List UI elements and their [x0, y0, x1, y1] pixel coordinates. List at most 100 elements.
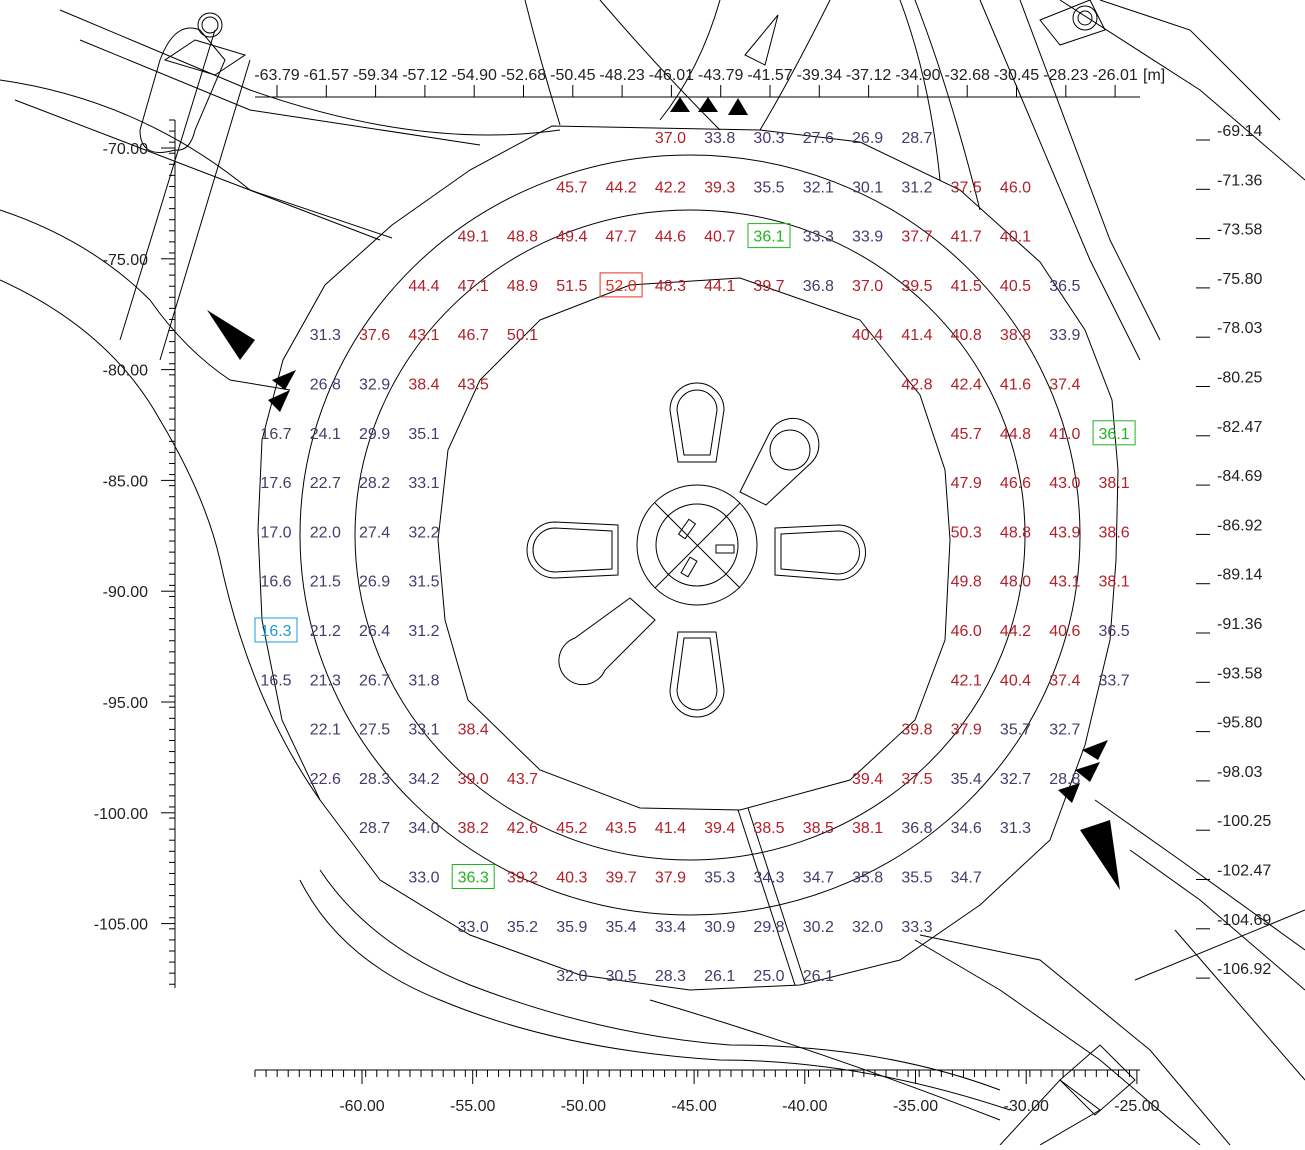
grid-value: 46.0 [1000, 179, 1031, 196]
grid-value: 32.2 [408, 524, 439, 541]
grid-value: 49.8 [951, 574, 982, 591]
roundabout-outer-edge [257, 125, 1119, 991]
minimum-value: 16.3 [260, 623, 291, 640]
grid-value: 35.4 [606, 919, 637, 936]
grid-value: 48.9 [507, 278, 538, 295]
grid-value: 48.8 [507, 229, 538, 246]
grid-value: 26.4 [359, 623, 390, 640]
grid-value: 30.2 [803, 919, 834, 936]
marked-value: 36.1 [1099, 426, 1130, 443]
left-axis-label: -85.00 [103, 473, 148, 490]
right-axis-label: -84.69 [1217, 468, 1262, 485]
grid-value: 28.3 [359, 771, 390, 788]
bottom-axis-label: -40.00 [782, 1098, 827, 1115]
island-petal-top [669, 382, 725, 463]
grid-value: 32.7 [1049, 722, 1080, 739]
grid-value: 48.8 [1000, 524, 1031, 541]
grid-value: 31.3 [1000, 820, 1031, 837]
grid-value: 34.3 [753, 870, 784, 887]
right-axis-label: -71.36 [1217, 172, 1262, 189]
grid-value: 36.5 [1049, 278, 1080, 295]
grid-value: 34.0 [408, 820, 439, 837]
top-axis-label: -37.12 [846, 67, 891, 84]
grid-value: 41.7 [951, 229, 982, 246]
grid-value: 39.0 [458, 771, 489, 788]
grid-value: 43.9 [1049, 524, 1080, 541]
grid-value: 40.6 [1049, 623, 1080, 640]
right-axis-label: -80.25 [1217, 370, 1262, 387]
grid-value: 35.2 [507, 919, 538, 936]
grid-value: 35.5 [901, 870, 932, 887]
grid-value: 45.7 [951, 426, 982, 443]
grid-value: 44.6 [655, 229, 686, 246]
grid-value: 38.1 [1099, 574, 1130, 591]
lane-ring-middle [354, 209, 1026, 861]
top-axis-label: -63.79 [254, 67, 299, 84]
grid-value: 41.5 [951, 278, 982, 295]
grid-value: 36.8 [901, 820, 932, 837]
grid-value: 34.2 [408, 771, 439, 788]
grid-value: 26.1 [704, 968, 735, 985]
left-axis-label: -100.00 [94, 806, 148, 823]
grid-value: 28.2 [359, 475, 390, 492]
grid-value: 27.6 [803, 130, 834, 147]
top-axis-unit: [m] [1143, 67, 1165, 84]
grid-value: 43.5 [458, 377, 489, 394]
right-axis-label: -89.14 [1217, 567, 1262, 584]
grid-value: 34.7 [951, 870, 982, 887]
grid-value: 33.3 [803, 229, 834, 246]
grid-value: 28.3 [655, 968, 686, 985]
grid-value: 45.2 [556, 820, 587, 837]
grid-value: 31.2 [408, 623, 439, 640]
grid-value: 32.7 [1000, 771, 1031, 788]
grid-value: 43.1 [1049, 574, 1080, 591]
grid-value: 39.7 [753, 278, 784, 295]
grid-value: 33.8 [704, 130, 735, 147]
top-axis-label: -30.45 [994, 67, 1039, 84]
bottom-axis-label: -30.00 [1004, 1098, 1049, 1115]
grid-value: 22.0 [310, 524, 341, 541]
grid-value: 37.0 [655, 130, 686, 147]
grid-value: 31.3 [310, 327, 341, 344]
right-axis-label: -69.14 [1217, 123, 1262, 140]
central-island-edge [437, 277, 951, 811]
grid-value: 33.7 [1099, 672, 1130, 689]
grid-value: 25.0 [753, 968, 784, 985]
grid-value: 28.7 [901, 130, 932, 147]
maximum-value: 52.0 [606, 278, 637, 295]
left-axis-label: -80.00 [103, 363, 148, 380]
grid-value: 40.8 [951, 327, 982, 344]
grid-value: 27.4 [359, 524, 390, 541]
grid-value: 38.2 [458, 820, 489, 837]
top-axis-label: -41.57 [747, 67, 792, 84]
grid-value: 50.1 [507, 327, 538, 344]
grid-value: 33.0 [408, 870, 439, 887]
grid-value: 37.9 [951, 722, 982, 739]
grid-value: 21.3 [310, 672, 341, 689]
grid-value: 37.0 [852, 278, 883, 295]
right-axis-label: -104.69 [1217, 912, 1271, 929]
top-axis-label: -61.57 [304, 67, 349, 84]
top-axis-label: -26.01 [1092, 67, 1137, 84]
grid-value: 30.3 [753, 130, 784, 147]
left-axis-label: -95.00 [103, 695, 148, 712]
grid-value: 38.1 [1099, 475, 1130, 492]
grid-value: 26.9 [852, 130, 883, 147]
grid-value: 39.3 [704, 179, 735, 196]
bottom-axis-label: -25.00 [1114, 1098, 1159, 1115]
top-axis-label: -54.90 [452, 67, 497, 84]
grid-value: 42.8 [901, 377, 932, 394]
top-axis-label: -32.68 [945, 67, 990, 84]
grid-value: 35.3 [704, 870, 735, 887]
top-axis-label: -48.23 [599, 67, 644, 84]
grid-value: 35.4 [951, 771, 982, 788]
grid-value: 22.6 [310, 771, 341, 788]
top-axis-label: -46.01 [649, 67, 694, 84]
grid-value: 48.0 [1000, 574, 1031, 591]
bottom-axis-label: -35.00 [893, 1098, 938, 1115]
grid-value: 32.0 [556, 968, 587, 985]
grid-value: 33.3 [901, 919, 932, 936]
right-axis-label: -100.25 [1217, 813, 1271, 830]
grid-value: 46.0 [951, 623, 982, 640]
grid-value: 21.2 [310, 623, 341, 640]
